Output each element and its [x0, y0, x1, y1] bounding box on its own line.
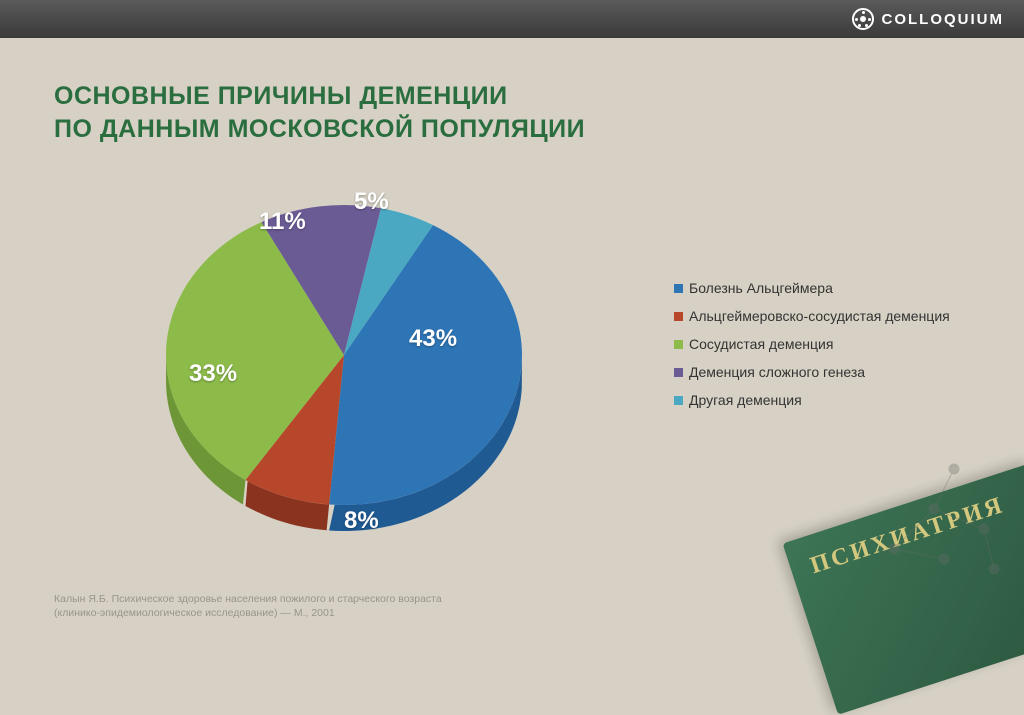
molecule-decoration-icon [874, 459, 1014, 579]
title-line-2: ПО ДАННЫМ МОСКОВСКОЙ ПОПУЛЯЦИИ [54, 113, 970, 146]
legend-swatch [674, 396, 683, 405]
brand-logo: COLLOQUIUM [852, 8, 1005, 30]
page-title: ОСНОВНЫЕ ПРИЧИНЫ ДЕМЕНЦИИ ПО ДАННЫМ МОСК… [54, 80, 970, 145]
title-line-1: ОСНОВНЫЕ ПРИЧИНЫ ДЕМЕНЦИИ [54, 80, 970, 113]
legend-item: Альцгеймеровско-сосудистая деменция [674, 308, 950, 324]
slice-percent-label: 8% [344, 507, 379, 535]
legend-label: Альцгеймеровско-сосудистая деменция [689, 308, 950, 324]
citation-line-1: Калын Я.Б. Психическое здоровье населени… [54, 592, 442, 607]
legend-swatch [674, 340, 683, 349]
legend-label: Другая деменция [689, 392, 802, 408]
slice-percent-label: 5% [354, 188, 389, 216]
brand-name: COLLOQUIUM [882, 11, 1005, 28]
citation: Калын Я.Б. Психическое здоровье населени… [54, 592, 442, 621]
legend-item: Деменция сложного генеза [674, 364, 950, 380]
slice-percent-label: 33% [189, 360, 237, 388]
legend-swatch [674, 284, 683, 293]
legend-swatch [674, 368, 683, 377]
citation-line-2: (клинико-эпидемиологическое исследование… [54, 606, 442, 621]
legend-item: Сосудистая деменция [674, 336, 950, 352]
legend-item: Другая деменция [674, 392, 950, 408]
legend-swatch [674, 312, 683, 321]
legend-label: Сосудистая деменция [689, 336, 833, 352]
slice-percent-label: 43% [409, 325, 457, 353]
pie-wrap: 43% 8% 33% 11% 5% [164, 185, 524, 545]
soccer-ball-icon [852, 8, 874, 30]
legend-item: Болезнь Альцгеймера [674, 280, 950, 296]
legend-label: Болезнь Альцгеймера [689, 280, 833, 296]
slice-percent-label: 11% [259, 208, 306, 236]
top-bar: COLLOQUIUM [0, 0, 1024, 38]
legend: Болезнь Альцгеймера Альцгеймеровско-сосуд… [674, 280, 950, 420]
pie-chart: 43% 8% 33% 11% 5% Болезнь Альцгеймера Альцгей… [54, 175, 974, 575]
legend-label: Деменция сложного генеза [689, 364, 865, 380]
